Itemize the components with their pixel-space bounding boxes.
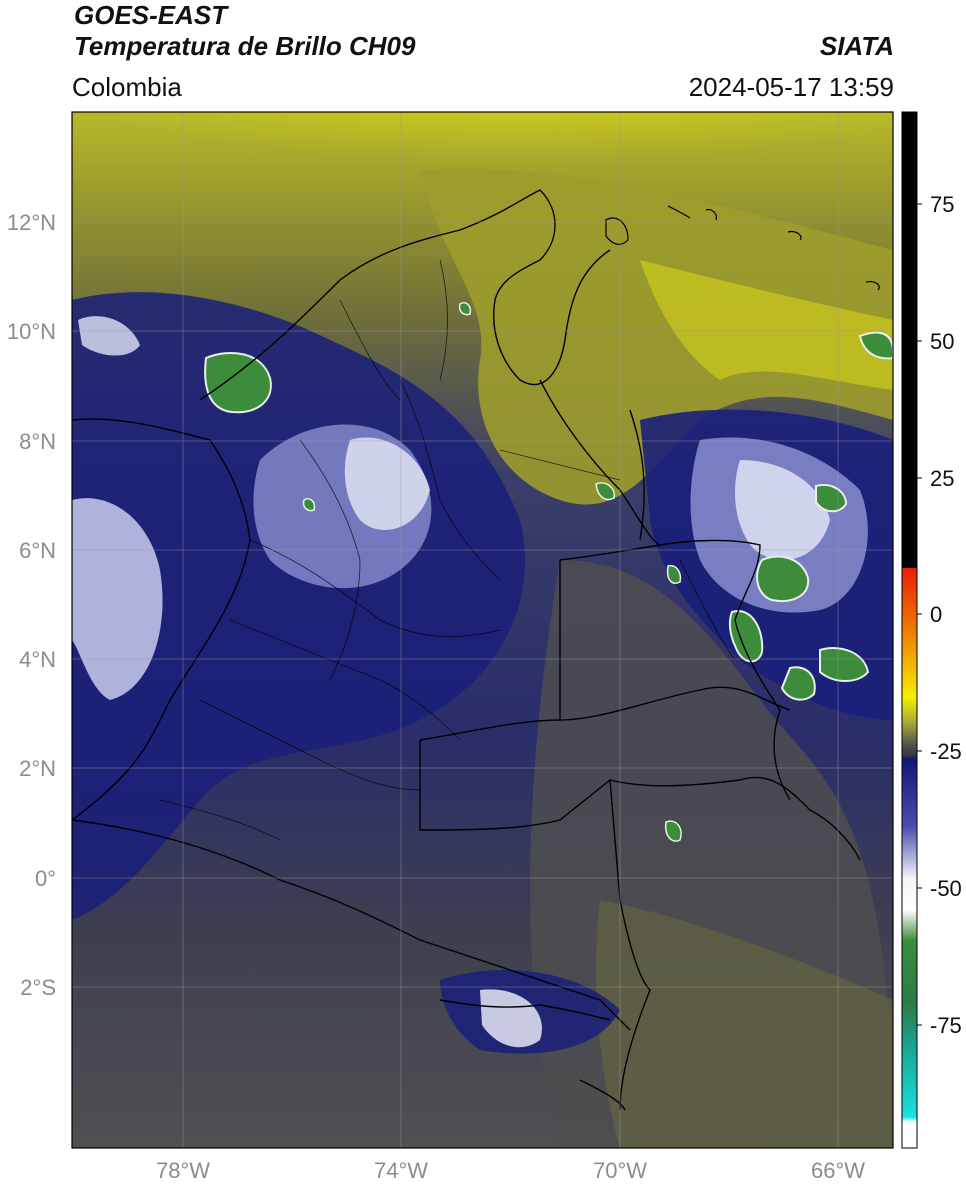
lat-label-0: 0° [35, 866, 56, 891]
product-title: Temperatura de Brillo CH09 [74, 31, 416, 61]
colorbar-label-minus75: -75 [930, 1013, 962, 1038]
lat-label-2n: 2°N [19, 756, 56, 781]
country-borders [72, 189, 861, 1111]
brand-label: SIATA [819, 31, 894, 61]
colorbar-label-0: 0 [930, 602, 942, 627]
lon-label-66w: 66°W [811, 1158, 865, 1183]
colorbar: 75 50 25 0 -25 -50 -75 [901, 111, 962, 1149]
lon-label-74w: 74°W [374, 1158, 428, 1183]
lon-labels: 78°W 74°W 70°W 66°W [156, 1158, 865, 1183]
lat-label-8n: 8°N [19, 429, 56, 454]
lat-label-12n: 12°N [7, 210, 56, 235]
lat-label-6n: 6°N [19, 538, 56, 563]
lon-label-78w: 78°W [156, 1158, 210, 1183]
graticule [72, 112, 893, 1148]
colorbar-label-75: 75 [930, 192, 954, 217]
map-panel [72, 112, 893, 1148]
caribbean-islands [605, 205, 880, 291]
colorbar-label-50: 50 [930, 329, 954, 354]
lon-label-70w: 70°W [593, 1158, 647, 1183]
lat-label-4n: 4°N [19, 647, 56, 672]
lat-labels: 12°N 10°N 8°N 6°N 4°N 2°N 0° 2°S [7, 210, 56, 1000]
colorbar-label-minus25: -25 [930, 739, 962, 764]
region-label: Colombia [72, 72, 182, 102]
lat-label-10n: 10°N [7, 319, 56, 344]
satellite-title: GOES-EAST [74, 0, 228, 30]
map-frame [71, 111, 894, 1149]
colorbar-label-25: 25 [930, 466, 954, 491]
lat-label-2s: 2°S [20, 975, 56, 1000]
department-borders [159, 259, 736, 841]
colorbar-scale [901, 111, 918, 1149]
datetime-label: 2024-05-17 13:59 [688, 72, 894, 102]
colorbar-label-minus50: -50 [930, 876, 962, 901]
